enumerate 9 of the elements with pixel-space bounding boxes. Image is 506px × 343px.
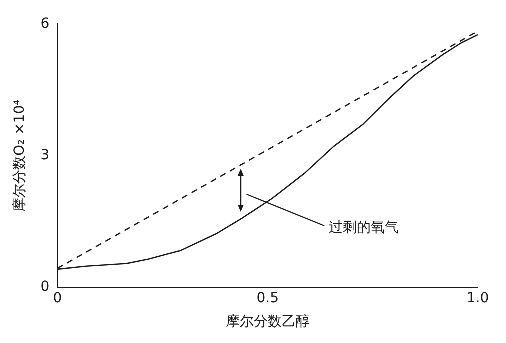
annotation: 过剩的氧气	[328, 220, 399, 236]
y-tick-label: 6	[40, 16, 50, 32]
x-tick-label: 1.0	[466, 290, 490, 306]
x-axis-title: 摩尔分数乙醇	[226, 314, 310, 330]
y-tick-label: 0	[40, 279, 50, 296]
x-tick-label: 0	[53, 290, 62, 306]
x-tick-label: 0.5	[256, 290, 279, 306]
y-axis-title: 摩尔分数O₂ ×10⁴	[12, 99, 28, 212]
y-tick-label: 3	[40, 148, 50, 164]
